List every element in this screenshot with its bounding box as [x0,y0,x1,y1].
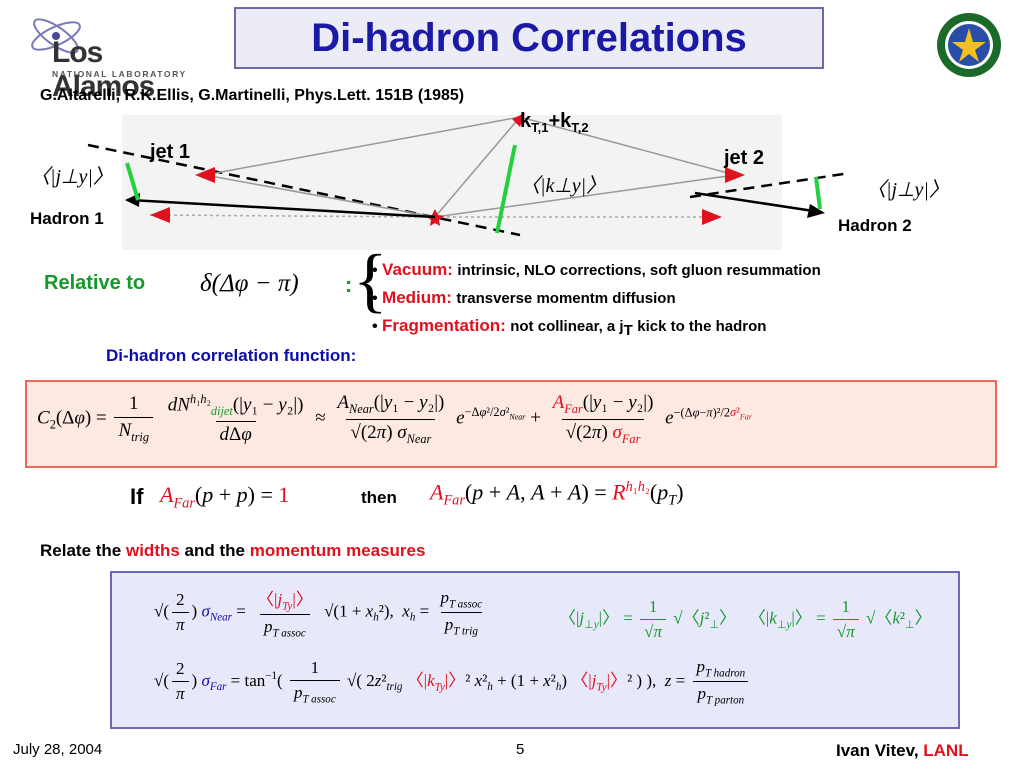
diagram-svg [87,113,851,250]
k-perp-bar [495,144,517,234]
corr-function-formula: C2(Δφ) = 1 Ntrig dNh₁h₂dijet(|y₁ − y₂|) dΔ… [37,392,752,446]
page-title: Di-hadron Correlations [311,15,747,60]
los-alamos-logo: Los Alamos NATIONAL LABORATORY [14,10,204,103]
list-item: • Medium: transverse momentm diffusion [372,288,676,307]
kt-line [434,116,521,218]
hadron1-label: Hadron 1 [30,209,104,228]
seal-icon [937,13,1001,77]
k-perp: 〈|k⊥y|〉 [520,175,607,197]
kt-label: kT,1+kT,2 [520,110,589,135]
j-perp-bar-left [125,162,140,201]
kt-diagram: jet 1 jet 2 kT,1+kT,2 〈|j⊥y|〉 〈|k⊥y|〉 〈|… [0,105,1024,255]
jet1-label: jet 1 [150,141,191,163]
jet1-line [204,174,436,218]
jet2-label: jet 2 [724,147,765,169]
width-relations-box: √(2 π) σNear = 〈|jTy|〉 pT assoc √(1 + xh²)… [110,571,960,729]
jet2-arrow-icon [725,167,745,183]
logo-sub: NATIONAL LABORATORY [52,69,187,79]
corr-heading: Di-hadron correlation function: [106,346,357,365]
reference: G.Altarelli, R.K.Ellis, G.Martinelli, Ph… [40,87,465,104]
relate-heading: Relate the widths and the momentum measu… [40,541,426,560]
vertex-star-icon [426,209,444,226]
hadron2-arrow-icon [807,204,825,218]
delta-formula: δ(Δφ − π) [200,270,299,297]
jet2-line [434,174,736,218]
far-width-formula: √(2 π) σFar = tan−1( 1 pT assoc √( 2z²trig… [154,657,752,707]
then-result: AFar(p + A, A + A) = Rh₁h₂(pT) [430,479,684,509]
dashed-axis-right [689,171,851,199]
corr-function-box: C2(Δφ) = 1 Ntrig dNh₁h₂dijet(|y₁ − y₂|) dΔ… [25,380,997,468]
j-perp-right: 〈|j⊥y|〉 [866,179,949,201]
list-item: • Fragmentation: not collinear, a jT kic… [372,316,767,340]
list-item: • Vacuum: intrinsic, NLO corrections, so… [372,260,821,279]
title-box: Di-hadron Correlations [234,7,824,69]
j-perp-bar-right [814,176,822,210]
then-label: then [361,488,397,507]
near-width-formula: √(2 π) σNear = 〈|jTy|〉 pT assoc √(1 + xh²)… [154,587,483,640]
page-number: 5 [516,741,525,758]
brace: { [353,240,388,320]
relative-list: • Vacuum: intrinsic, NLO corrections, so… [372,260,821,344]
footer-date: July 28, 2004 [13,741,103,758]
if-condition: AFar(p + p) = 1 [160,482,290,512]
jet1-arrow-icon [195,167,215,183]
relative-label: Relative to [44,272,146,294]
if-label: If [130,484,144,509]
footer-author: Ivan Vitev, LANL [836,741,969,760]
dashed-axis-left [87,143,521,237]
hadron2-label: Hadron 2 [838,216,912,235]
j-k-relations: 〈|j⊥y|〉 = 1 √π √〈j²⊥〉 〈|k⊥y|〉 = 1 √π √〈k²⊥… [559,597,932,641]
atom-icon [31,18,81,54]
relative-colon: : [345,272,353,297]
j-perp-left: 〈|j⊥y|〉 [30,166,113,188]
logo-name: Los Alamos [52,36,155,103]
doe-seal [936,12,1002,78]
